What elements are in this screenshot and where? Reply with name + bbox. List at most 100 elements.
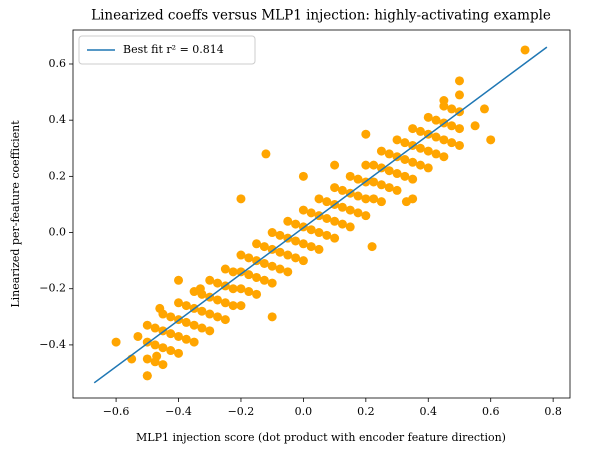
scatter-point <box>415 126 425 136</box>
scatter-point <box>447 104 457 114</box>
scatter-point <box>408 174 418 184</box>
scatter-point <box>275 230 285 240</box>
scatter-point <box>431 115 441 125</box>
scatter-point <box>213 312 223 322</box>
scatter-point <box>228 284 238 294</box>
scatter-point <box>298 256 308 266</box>
scatter-point <box>259 258 269 268</box>
scatter-point <box>400 138 410 148</box>
scatter-point <box>314 244 324 254</box>
scatter-point <box>236 267 246 277</box>
scatter-point <box>345 205 355 215</box>
axes-frame <box>72 29 571 399</box>
scatter-point <box>454 76 464 86</box>
scatter-point <box>267 312 277 322</box>
scatter-point <box>376 197 386 207</box>
x-tick-label: 0.0 <box>295 405 313 418</box>
scatter-point <box>353 174 363 184</box>
legend-box <box>78 35 256 65</box>
scatter-point <box>228 301 238 311</box>
scatter-point <box>205 309 215 319</box>
scatter-point <box>376 180 386 190</box>
scatter-point <box>298 239 308 249</box>
scatter-point <box>244 253 254 263</box>
scatter-point <box>423 112 433 122</box>
scatter-point <box>220 315 230 325</box>
scatter-point <box>376 146 386 156</box>
scatter-point <box>392 152 402 162</box>
scatter-point <box>392 135 402 145</box>
scatter-point <box>330 160 340 170</box>
scatter-point <box>306 208 316 218</box>
scatter-point <box>259 275 269 285</box>
scatter-point <box>486 135 496 145</box>
scatter-point <box>337 202 347 212</box>
scatter-point <box>275 264 285 274</box>
scatter-point <box>392 169 402 179</box>
scatter-point <box>322 197 332 207</box>
scatter-point <box>267 261 277 271</box>
scatter-point <box>252 289 262 299</box>
scatter-point <box>470 121 480 131</box>
scatter-point <box>330 183 340 193</box>
legend: Best fit r² = 0.814 <box>78 35 256 65</box>
scatter-point <box>439 96 449 106</box>
y-tick-label: −0.4 <box>39 338 66 351</box>
scatter-point <box>133 331 143 341</box>
scatter-point <box>174 298 184 308</box>
scatter-point <box>152 351 162 361</box>
y-tick-label: −0.2 <box>39 282 66 295</box>
scatter-point <box>298 205 308 215</box>
scatter-point <box>181 317 191 327</box>
scatter-point <box>236 301 246 311</box>
scatter-point <box>291 253 301 263</box>
scatter-point <box>142 354 152 364</box>
scatter-point <box>353 191 363 201</box>
scatter-point <box>142 371 152 381</box>
scatter-point <box>306 225 316 235</box>
scatter-point <box>447 121 457 131</box>
scatter-point <box>220 298 230 308</box>
scatter-point <box>197 306 207 316</box>
scatter-point <box>291 219 301 229</box>
scatter-point <box>236 284 246 294</box>
scatter-point <box>353 208 363 218</box>
scatter-point <box>330 233 340 243</box>
scatter-point <box>408 124 418 134</box>
scatter-point <box>431 149 441 159</box>
scatter-point <box>142 320 152 330</box>
scatter-point <box>252 239 262 249</box>
x-tick-label: −0.4 <box>165 405 192 418</box>
scatter-point <box>408 157 418 167</box>
scatter-point <box>205 275 215 285</box>
scatter-point <box>306 242 316 252</box>
scatter-point <box>150 340 160 350</box>
scatter-point <box>283 250 293 260</box>
scatter-point <box>158 360 168 370</box>
x-tick-label: 0.4 <box>420 405 438 418</box>
scatter-point <box>454 124 464 134</box>
scatter-point <box>447 138 457 148</box>
fit-line <box>93 46 548 384</box>
scatter-point <box>400 171 410 181</box>
scatter-point <box>415 160 425 170</box>
scatter-point <box>267 278 277 288</box>
scatter-point <box>431 132 441 142</box>
scatter-point <box>174 331 184 341</box>
scatter-point <box>367 242 377 252</box>
scatter-point <box>345 171 355 181</box>
scatter-point <box>314 228 324 238</box>
scatter-point <box>166 346 176 356</box>
x-tick-label: 0.8 <box>544 405 562 418</box>
scatter-point <box>189 320 199 330</box>
y-tick-label: 0.6 <box>49 57 67 70</box>
scatter-point <box>408 194 418 204</box>
scatter-point <box>166 312 176 322</box>
scatter-point <box>181 301 191 311</box>
scatter-point <box>166 329 176 339</box>
scatter-point <box>181 334 191 344</box>
scatter-point <box>236 194 246 204</box>
scatter-point <box>314 194 324 204</box>
scatter-point <box>228 267 238 277</box>
